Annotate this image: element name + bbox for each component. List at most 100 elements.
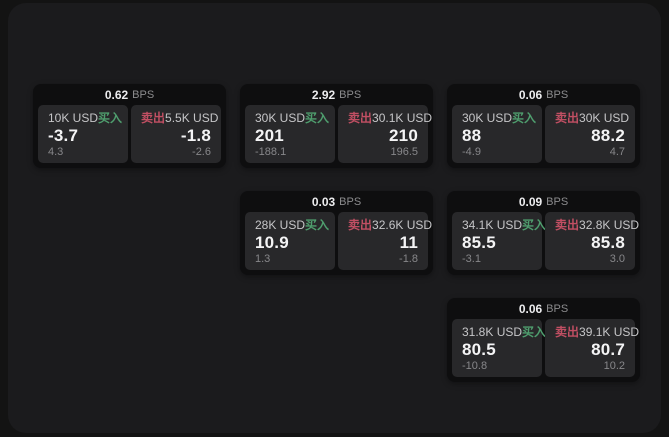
buy-side-label: 买入	[98, 111, 123, 125]
quote-card: 0.06 BPS 31.8K USD 买入 80.5 -10.8 卖出 39.1…	[447, 298, 640, 382]
sell-side-label: 卖出	[348, 111, 373, 125]
quote-card: 2.92 BPS 30K USD 买入 201 -188.1 卖出 30.1K …	[240, 84, 433, 168]
buy-size: 30K USD	[462, 111, 513, 125]
buy-price: 88	[462, 126, 482, 145]
sell-panel[interactable]: 卖出 5.5K USD -1.8 -2.6	[131, 105, 221, 163]
buy-panel[interactable]: 31.8K USD 买入 80.5 -10.8	[452, 319, 546, 377]
sell-panel-top: 卖出 39.1K USD	[555, 325, 639, 339]
buy-panel[interactable]: 28K USD 买入 10.9 1.3	[245, 212, 335, 270]
sell-price: 11	[399, 233, 418, 252]
card-header: 0.09 BPS	[447, 191, 640, 212]
bps-value: 0.03	[311, 194, 336, 209]
quote-card-grid: 0.62 BPS 10K USD 买入 -3.7 4.3 卖出 5.5K USD	[33, 84, 640, 382]
card-header: 2.92 BPS	[240, 84, 433, 105]
sell-delta: 196.5	[390, 146, 418, 158]
sell-panel-top: 卖出 30K USD	[555, 111, 629, 125]
sell-panel[interactable]: 卖出 30K USD 88.2 4.7	[545, 105, 635, 163]
buy-panel-top: 30K USD 买入	[462, 111, 536, 125]
sell-delta: 3.0	[609, 253, 625, 265]
sell-side-label: 卖出	[141, 111, 166, 125]
sell-size: 32.8K USD	[579, 218, 640, 232]
quote-card: 0.62 BPS 10K USD 买入 -3.7 4.3 卖出 5.5K USD	[33, 84, 226, 168]
bps-value: 2.92	[311, 87, 336, 102]
sell-delta: -2.6	[192, 146, 211, 158]
sell-panel-top: 卖出 30.1K USD	[348, 111, 432, 125]
buy-size: 30K USD	[255, 111, 306, 125]
bps-unit-label: BPS	[546, 195, 569, 208]
bps-unit-label: BPS	[132, 88, 155, 101]
sell-price: -1.8	[180, 126, 211, 145]
buy-delta: -10.8	[462, 360, 488, 372]
buy-side-label: 买入	[305, 111, 330, 125]
sell-panel[interactable]: 卖出 39.1K USD 80.7 10.2	[545, 319, 639, 377]
sell-side-label: 卖出	[348, 218, 373, 232]
quote-card: 0.06 BPS 30K USD 买入 88 -4.9 卖出 30K USD	[447, 84, 640, 168]
buy-panel-top: 34.1K USD 买入	[462, 218, 546, 232]
buy-delta: 4.3	[48, 146, 64, 158]
buy-side-label: 买入	[522, 218, 547, 232]
sell-side-label: 卖出	[555, 218, 580, 232]
bps-unit-label: BPS	[546, 302, 569, 315]
bps-value: 0.06	[518, 87, 543, 102]
buy-price: 80.5	[462, 340, 496, 359]
sell-price: 85.8	[591, 233, 625, 252]
buy-size: 34.1K USD	[462, 218, 523, 232]
buy-side-label: 买入	[522, 325, 547, 339]
buy-size: 28K USD	[255, 218, 306, 232]
sell-delta: -1.8	[399, 253, 418, 265]
buy-side-label: 买入	[512, 111, 537, 125]
sell-price: 210	[389, 126, 418, 145]
sell-delta: 10.2	[603, 360, 625, 372]
bps-unit-label: BPS	[339, 195, 362, 208]
buy-delta: -4.9	[462, 146, 481, 158]
card-header: 0.06 BPS	[447, 84, 640, 105]
buy-size: 10K USD	[48, 111, 99, 125]
quote-card: 0.03 BPS 28K USD 买入 10.9 1.3 卖出 32.6K US…	[240, 191, 433, 275]
card-body: 30K USD 买入 201 -188.1 卖出 30.1K USD 210 1…	[240, 105, 433, 168]
buy-price: 10.9	[255, 233, 289, 252]
buy-panel-top: 10K USD 买入	[48, 111, 122, 125]
buy-panel-top: 30K USD 买入	[255, 111, 329, 125]
sell-panel-top: 卖出 32.6K USD	[348, 218, 432, 232]
sell-panel[interactable]: 卖出 32.8K USD 85.8 3.0	[545, 212, 639, 270]
card-body: 34.1K USD 买入 85.5 -3.1 卖出 32.8K USD 85.8…	[447, 212, 640, 275]
buy-side-label: 买入	[305, 218, 330, 232]
bps-value: 0.09	[518, 194, 543, 209]
sell-price: 80.7	[591, 340, 625, 359]
buy-panel[interactable]: 10K USD 买入 -3.7 4.3	[38, 105, 128, 163]
buy-panel[interactable]: 30K USD 买入 201 -188.1	[245, 105, 335, 163]
card-header: 0.62 BPS	[33, 84, 226, 105]
bps-unit-label: BPS	[546, 88, 569, 101]
buy-price: -3.7	[48, 126, 79, 145]
sell-side-label: 卖出	[555, 111, 580, 125]
card-body: 30K USD 买入 88 -4.9 卖出 30K USD 88.2 4.7	[447, 105, 640, 168]
buy-delta: -3.1	[462, 253, 481, 265]
bps-unit-label: BPS	[339, 88, 362, 101]
buy-panel[interactable]: 30K USD 买入 88 -4.9	[452, 105, 542, 163]
sell-panel[interactable]: 卖出 32.6K USD 11 -1.8	[338, 212, 432, 270]
buy-size: 31.8K USD	[462, 325, 523, 339]
card-body: 10K USD 买入 -3.7 4.3 卖出 5.5K USD -1.8 -2.…	[33, 105, 226, 168]
buy-panel[interactable]: 34.1K USD 买入 85.5 -3.1	[452, 212, 546, 270]
sell-price: 88.2	[591, 126, 625, 145]
sell-panel-top: 卖出 32.8K USD	[555, 218, 639, 232]
sell-panel[interactable]: 卖出 30.1K USD 210 196.5	[338, 105, 432, 163]
sell-size: 30.1K USD	[372, 111, 433, 125]
sell-size: 30K USD	[579, 111, 630, 125]
bps-value: 0.06	[518, 301, 543, 316]
sell-side-label: 卖出	[555, 325, 580, 339]
buy-price: 201	[255, 126, 284, 145]
app-window: 0.62 BPS 10K USD 买入 -3.7 4.3 卖出 5.5K USD	[8, 3, 661, 433]
card-body: 28K USD 买入 10.9 1.3 卖出 32.6K USD 11 -1.8	[240, 212, 433, 275]
buy-panel-top: 31.8K USD 买入	[462, 325, 546, 339]
buy-panel-top: 28K USD 买入	[255, 218, 329, 232]
bps-value: 0.62	[104, 87, 129, 102]
card-header: 0.06 BPS	[447, 298, 640, 319]
card-body: 31.8K USD 买入 80.5 -10.8 卖出 39.1K USD 80.…	[447, 319, 640, 382]
sell-size: 5.5K USD	[165, 111, 219, 125]
card-header: 0.03 BPS	[240, 191, 433, 212]
sell-delta: 4.7	[609, 146, 625, 158]
sell-size: 32.6K USD	[372, 218, 433, 232]
sell-size: 39.1K USD	[579, 325, 640, 339]
buy-delta: -188.1	[255, 146, 287, 158]
